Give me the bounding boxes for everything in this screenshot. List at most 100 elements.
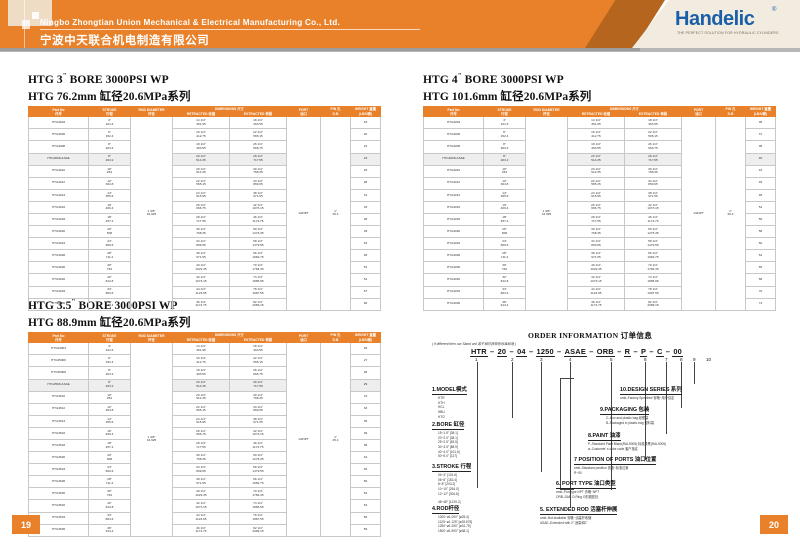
order-code-number: 10 — [706, 357, 712, 362]
section-8-heading: 8.PAINT 油漆 — [588, 433, 621, 441]
order-code-segment: 00 — [672, 347, 683, 357]
cell-retracted: 20 1/4" 514.35 — [172, 390, 230, 404]
table-title-htg4: HTG 4" BORE 3000PSI WP HTG 101.6mm 缸径20.… — [423, 72, 591, 104]
cell-weight: 31 — [350, 188, 381, 202]
order-code-segment: C — [655, 347, 664, 357]
cell-extracted: 22 1/4" 565.15 — [229, 354, 287, 368]
cell-stroke: 30" 762 — [483, 261, 526, 275]
cell-retracted: 20 1/4" 514.35 — [567, 164, 625, 178]
table-row: HTG3532 32" 812.8 42 1/4" 1073.15 74 1/4" 1885… — [28, 499, 381, 513]
order-code-segment: 1250 — [535, 347, 555, 357]
cell-stroke: 8" 203.2 — [88, 152, 131, 166]
col-port: PORT 油口 — [286, 105, 321, 118]
cell-part-no: HTG4036 — [423, 297, 484, 311]
cell-retracted: 44 1/4" 1123.95 — [172, 511, 230, 525]
section-3-line: 06~6" [152.4] — [438, 477, 457, 482]
table-row: HTG4020 20" 508 30 1/4" 768.35 50 1/4" 1276.35… — [423, 225, 776, 239]
cell-part-no: HTG4034 — [423, 285, 484, 299]
cell-weight: 50 — [350, 475, 381, 489]
cell-stroke: 12" 304.8 — [88, 402, 131, 416]
cell-stroke: 6" 152.4 — [88, 128, 131, 142]
cell-part-no: HTG3008 — [28, 140, 89, 154]
cell-extracted: 50 1/4" 1276.35 — [624, 225, 682, 239]
cell-weight: 46 — [350, 463, 381, 477]
order-code-string: HTR – 20 – 04 – 1250 – ASAE – ORB – R – … — [470, 347, 683, 357]
leader-line-9 — [694, 362, 695, 384]
cell-weight: 54 — [350, 273, 381, 287]
cell-part-no: HTG4006 — [423, 128, 484, 142]
order-code-number: 9 — [693, 357, 696, 362]
cell-stroke: 18" 457.2 — [88, 438, 131, 453]
cell-retracted: 44 1/4" 1123.95 — [567, 285, 625, 299]
cell-port: 1/2NPT — [286, 116, 321, 311]
cell-rod-diameter: 1 3/8" 34.925 — [130, 116, 173, 311]
company-name-cn: 宁波中天联合机电制造有限公司 — [40, 35, 210, 47]
section-9-line: C–Box and plastic bag 纸塑袋 — [606, 416, 649, 420]
col-stroke: STROKE 行程 — [483, 105, 526, 118]
cell-weight: 39 — [350, 225, 381, 239]
cell-stroke: 24" 609.6 — [88, 463, 131, 477]
table-row: HTG3020 20" 508 30 1/4" 768.35 50 1/4" 1276.35… — [28, 225, 381, 239]
cell-retracted: 38 1/4" 971.55 — [172, 475, 230, 489]
section-1-line: HTR — [438, 396, 445, 400]
spec-table-body: HTG23004 4" 101.6 1 3/8" 34.925 14 1/4" 361.95… — [28, 342, 381, 537]
table-row: HTG3008 8" 203.2 18 1/4" 463.55 26 1/4" 666.75… — [28, 140, 381, 154]
title-metric: HTG 101.6mm 缸径20.6MPa系列 — [423, 90, 592, 103]
cell-weight: 63 — [745, 249, 776, 263]
cell-stroke: 8" 203.2 — [483, 140, 526, 154]
cell-stroke: 32" 812.8 — [88, 499, 131, 513]
cell-extracted: 18 1/4" 463.55 — [624, 116, 682, 130]
cell-stroke: 8" 203.2 — [88, 378, 131, 392]
cell-retracted: 42 1/4" 1073.15 — [172, 273, 230, 287]
company-name-en: Ningbo Zhongtian Union Mechanical & Elec… — [40, 18, 340, 27]
cell-weight: 45 — [745, 176, 776, 190]
cell-part-no: HTG3028 — [28, 249, 89, 263]
cell-stroke: 34" 863.6 — [483, 285, 526, 299]
section-2-line: 50~5.0" [127] — [438, 454, 457, 459]
cell-retracted: 46 1/4" 1174.75 — [172, 523, 230, 537]
col-weight-sub: (LBS/磅) — [350, 111, 381, 118]
cell-stroke: 36" 914.4 — [88, 523, 131, 537]
table-row: HTG3004 4" 101.6 1 3/8" 34.925 14 1/4" 361.95 1… — [28, 116, 381, 311]
order-code-segment: P — [640, 347, 648, 357]
cell-extracted: 46 1/4" 1174.75 — [229, 438, 287, 453]
order-code-number: 1 — [475, 357, 478, 362]
section-3-line: 12~12" [304.8] — [438, 491, 459, 496]
order-code-dash: – — [631, 347, 641, 356]
cell-weight: 31 — [350, 390, 381, 404]
leader-line-6 — [645, 362, 646, 460]
order-section-4-rod: 4.ROD杆径 1000~ø1.000" [ø25.4] 1125~ø1.125… — [432, 497, 472, 534]
cell-stroke: 4" 101.6 — [483, 116, 526, 130]
order-code-number: 8 — [680, 357, 683, 362]
order-code-segment: ASAE — [563, 347, 587, 357]
table-row: HTG4036 36" 914.4 46 1/4" 1174.75 82 1/4" 2089… — [423, 297, 776, 311]
cell-retracted: 30 1/4" 768.35 — [567, 225, 625, 239]
cell-weight: 51 — [350, 261, 381, 275]
cell-retracted: 26 1/4" 666.75 — [172, 200, 230, 214]
order-code-number: 3 — [540, 357, 543, 362]
cell-extracted: 58 1/4" 1479.55 — [624, 237, 682, 251]
section-3-line: 48~48" [1219.2] — [438, 500, 461, 505]
cell-weight: 42 — [350, 451, 381, 465]
table-row: HTG3006 6" 152.4 16 1/4" 412.75 22 1/4" 565.15… — [28, 128, 381, 142]
order-code-number: 4 — [569, 357, 572, 362]
cell-stroke: 34" 863.6 — [88, 285, 131, 299]
cell-weight: 60 — [350, 297, 381, 311]
cell-stroke: 20" 508 — [88, 451, 131, 465]
cell-weight: 54 — [350, 499, 381, 513]
cell-extracted: 28 1/4" 717.55 — [229, 378, 287, 392]
section-6-line: ORB–SAE O-Ring O形圈密封 — [556, 494, 599, 499]
col-part-no: Part No 代号 — [28, 105, 89, 118]
cell-part-no: HTG3514 — [28, 414, 89, 428]
cell-part-no: HTG3034 — [28, 285, 89, 299]
cell-part-no: HTG3528 — [28, 475, 89, 489]
cell-rod-diameter: 1 3/8" 34.925 — [525, 116, 568, 311]
cell-retracted: 44 1/4" 1123.95 — [172, 285, 230, 299]
cell-retracted: 28 1/4" 717.55 — [567, 212, 625, 227]
cell-pin: 1" 25.4 — [320, 342, 351, 537]
section-4-line: 1250~ø1.250" [ø31.75] — [438, 524, 471, 529]
cell-retracted: 46 1/4" 1174.75 — [567, 297, 625, 311]
col-rod-diameter: ROD DIAMETER 杆径 — [130, 105, 173, 118]
section-7-heading: 7 POSITION OF PORTS 油口位置 — [574, 457, 657, 465]
header-orange-band — [0, 0, 640, 48]
